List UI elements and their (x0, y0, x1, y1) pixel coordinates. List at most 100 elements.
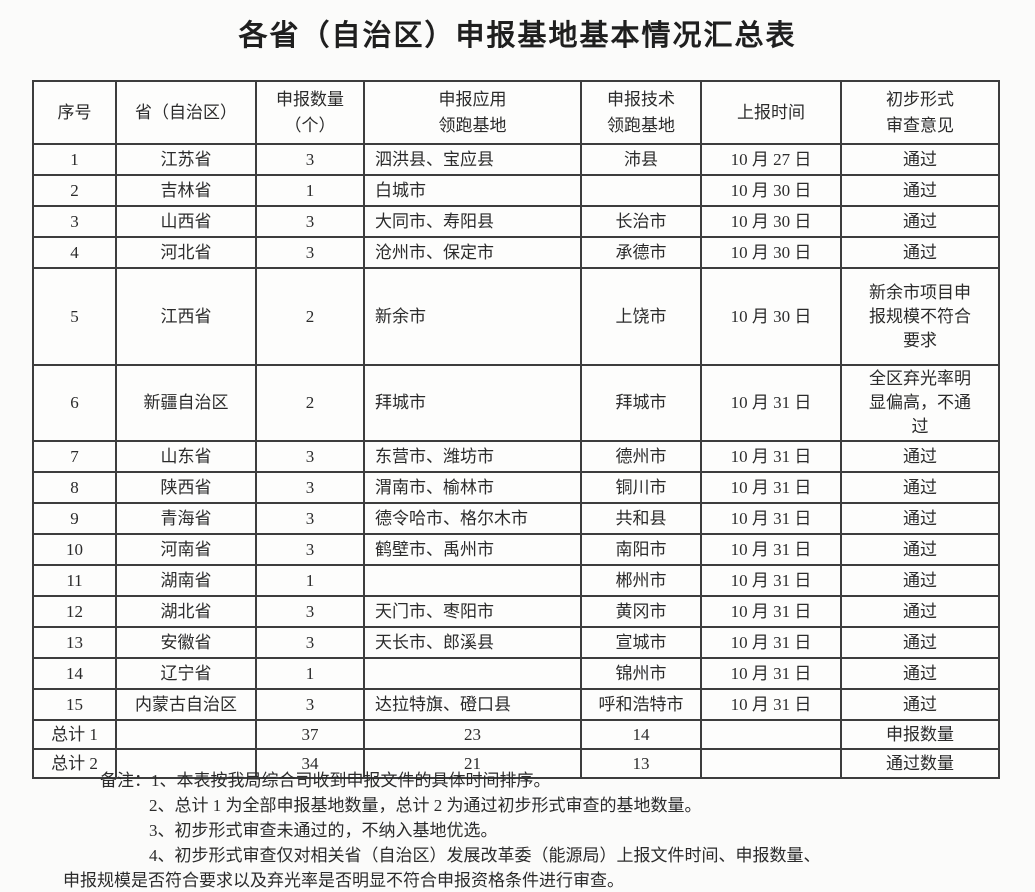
cell-serial: 7 (32, 440, 117, 473)
cell-technology-base: 铜川市 (580, 471, 702, 504)
summary-table: 序号 省（自治区） 申报数量 （个） 申报应用 领跑基地 申报技术 领跑基地 上… (32, 80, 1000, 779)
note-line-4: 4、初步形式审查仅对相关省（自治区）发展改革委（能源局）上报文件时间、申报数量、 (149, 846, 821, 865)
cell-application-base: 21 (363, 748, 582, 779)
cell-province: 河南省 (115, 533, 257, 566)
cell-application-base: 新余市 (363, 267, 582, 366)
cell-application-base: 大同市、寿阳县 (363, 205, 582, 238)
cell-application-base: 天门市、枣阳市 (363, 595, 582, 628)
cell-application-base (363, 657, 582, 690)
cell-province: 山西省 (115, 205, 257, 238)
cell-review-opinion: 通过 (840, 205, 1000, 238)
note-line-4-continued: 申报规模是否符合要求以及弃光率是否明显不符合申报资格条件进行审查。 (63, 871, 624, 890)
cell-province: 江西省 (115, 267, 257, 366)
cell-serial: 4 (32, 236, 117, 269)
cell-serial: 10 (32, 533, 117, 566)
cell-report-date: 10 月 31 日 (700, 688, 842, 721)
column-header-report-date: 上报时间 (700, 80, 842, 145)
cell-application-base (363, 564, 582, 597)
cell-serial: 3 (32, 205, 117, 238)
table-row: 13 安徽省 3 天长市、郎溪县 宣城市 10 月 31 日通过 (32, 626, 1000, 659)
total-row: 总计 1 37 23 14 申报数量 (32, 719, 1000, 750)
cell-review-opinion: 通过 (840, 502, 1000, 535)
note-line-3: 3、初步形式审查未通过的，不纳入基地优选。 (149, 821, 498, 840)
cell-application-base: 达拉特旗、磴口县 (363, 688, 582, 721)
cell-quantity: 3 (255, 236, 365, 269)
cell-review-opinion: 通过 (840, 595, 1000, 628)
table-row: 1 江苏省 3 泗洪县、宝应县 沛县 10 月 27 日通过 (32, 143, 1000, 176)
cell-technology-base: 南阳市 (580, 533, 702, 566)
cell-province: 内蒙古自治区 (115, 688, 257, 721)
cell-serial: 14 (32, 657, 117, 690)
cell-review-opinion: 新余市项目申报规模不符合要求 (840, 267, 1000, 366)
table-row: 11 湖南省 1 郴州市 10 月 31 日通过 (32, 564, 1000, 597)
table-row: 14 辽宁省 1 锦州市 10 月 31 日通过 (32, 657, 1000, 690)
cell-technology-base: 沛县 (580, 143, 702, 176)
cell-serial: 13 (32, 626, 117, 659)
cell-application-base: 23 (363, 719, 582, 750)
cell-province: 新疆自治区 (115, 364, 257, 442)
cell-serial: 总计 1 (32, 719, 117, 750)
cell-province: 青海省 (115, 502, 257, 535)
cell-report-date: 10 月 31 日 (700, 533, 842, 566)
cell-technology-base: 长治市 (580, 205, 702, 238)
table-row: 3 山西省 3 大同市、寿阳县 长治市 10 月 30 日通过 (32, 205, 1000, 238)
cell-quantity: 3 (255, 595, 365, 628)
cell-review-opinion: 通过 (840, 564, 1000, 597)
cell-technology-base: 宣城市 (580, 626, 702, 659)
cell-province: 山东省 (115, 440, 257, 473)
table-row: 5 江西省 2 新余市 上饶市 10 月 30 日新余市项目申报规模不符合要求 (32, 267, 1000, 366)
cell-quantity: 3 (255, 502, 365, 535)
cell-technology-base: 拜城市 (580, 364, 702, 442)
column-header-province: 省（自治区） (115, 80, 257, 145)
cell-review-opinion: 通过 (840, 657, 1000, 690)
cell-report-date: 10 月 31 日 (700, 502, 842, 535)
cell-serial: 5 (32, 267, 117, 366)
cell-report-date: 10 月 30 日 (700, 174, 842, 207)
cell-quantity: 2 (255, 267, 365, 366)
cell-technology-base (580, 174, 702, 207)
cell-review-opinion: 通过 (840, 143, 1000, 176)
cell-review-opinion: 通过 (840, 236, 1000, 269)
cell-technology-base: 13 (580, 748, 702, 779)
cell-report-date: 10 月 31 日 (700, 626, 842, 659)
cell-quantity: 1 (255, 657, 365, 690)
cell-province: 安徽省 (115, 626, 257, 659)
notes-section: 备注：1、本表按我局综合司收到申报文件的具体时间排序。 2、总计 1 为全部申报… (0, 768, 1035, 892)
table-header-row: 序号 省（自治区） 申报数量 （个） 申报应用 领跑基地 申报技术 领跑基地 上… (32, 80, 1000, 145)
table-row: 2 吉林省 1 白城市 10 月 30 日通过 (32, 174, 1000, 207)
column-header-technology-base: 申报技术 领跑基地 (580, 80, 702, 145)
cell-review-opinion: 通过 (840, 688, 1000, 721)
cell-report-date (700, 748, 842, 779)
cell-report-date: 10 月 27 日 (700, 143, 842, 176)
cell-province: 江苏省 (115, 143, 257, 176)
cell-technology-base: 呼和浩特市 (580, 688, 702, 721)
cell-review-opinion: 申报数量 (840, 719, 1000, 750)
column-header-serial: 序号 (32, 80, 117, 145)
note-line-1: 备注：1、本表按我局综合司收到申报文件的具体时间排序。 (100, 771, 551, 790)
cell-application-base: 沧州市、保定市 (363, 236, 582, 269)
cell-province (115, 748, 257, 779)
cell-application-base: 泗洪县、宝应县 (363, 143, 582, 176)
cell-report-date: 10 月 31 日 (700, 657, 842, 690)
cell-report-date: 10 月 31 日 (700, 364, 842, 442)
cell-report-date: 10 月 30 日 (700, 236, 842, 269)
cell-review-opinion: 通过 (840, 471, 1000, 504)
cell-province (115, 719, 257, 750)
cell-quantity: 2 (255, 364, 365, 442)
cell-report-date: 10 月 30 日 (700, 267, 842, 366)
cell-technology-base: 上饶市 (580, 267, 702, 366)
column-header-quantity: 申报数量 （个） (255, 80, 365, 145)
cell-application-base: 渭南市、榆林市 (363, 471, 582, 504)
cell-quantity: 3 (255, 626, 365, 659)
cell-quantity: 1 (255, 564, 365, 597)
cell-report-date: 10 月 31 日 (700, 440, 842, 473)
cell-technology-base: 14 (580, 719, 702, 750)
cell-application-base: 拜城市 (363, 364, 582, 442)
cell-serial: 2 (32, 174, 117, 207)
cell-report-date: 10 月 31 日 (700, 471, 842, 504)
cell-application-base: 鹤壁市、禹州市 (363, 533, 582, 566)
cell-province: 河北省 (115, 236, 257, 269)
cell-review-opinion: 全区弃光率明显偏高，不通过 (840, 364, 1000, 442)
cell-technology-base: 黄冈市 (580, 595, 702, 628)
